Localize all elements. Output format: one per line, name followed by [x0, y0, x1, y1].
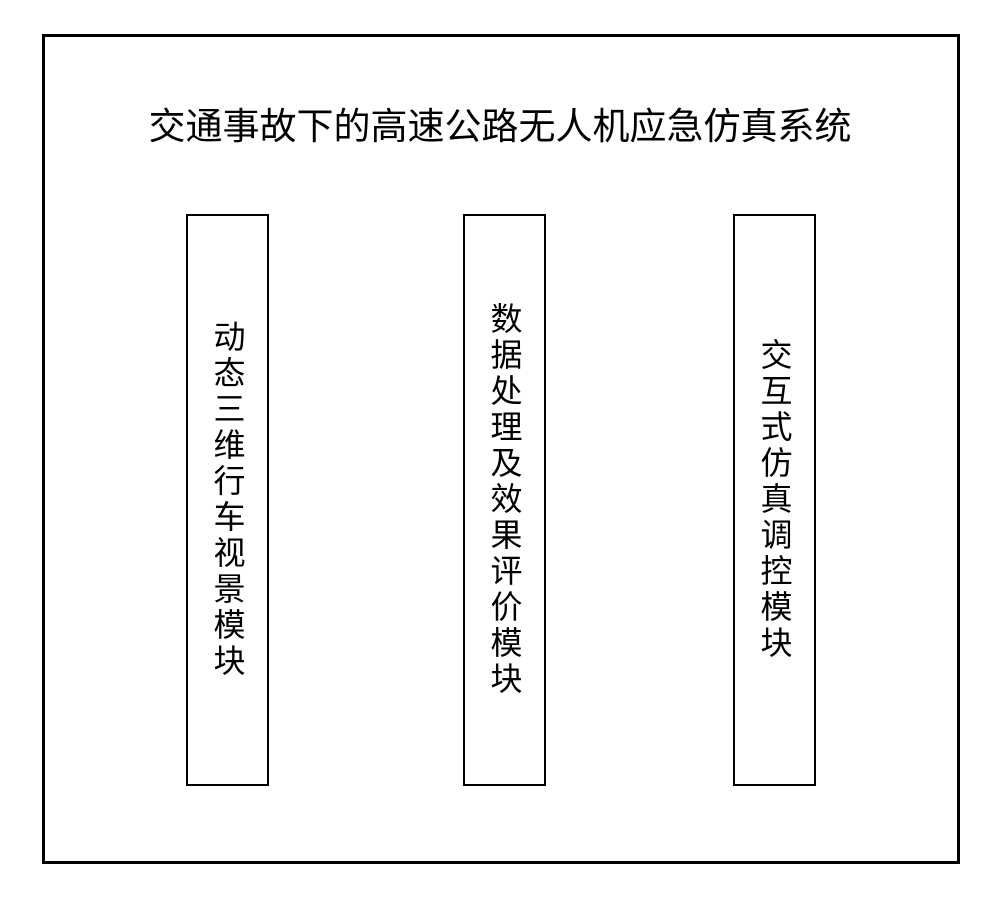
- diagram-title: 交通事故下的高速公路无人机应急仿真系统: [0, 96, 1000, 150]
- module-box-2: 数据处理及效果评价模块: [463, 214, 546, 786]
- module-label-2: 数据处理及效果评价模块: [489, 302, 521, 698]
- module-label-3: 交互式仿真调控模块: [759, 338, 791, 662]
- module-label-1: 动态三维行车视景模块: [212, 320, 244, 680]
- module-box-3: 交互式仿真调控模块: [733, 214, 816, 786]
- module-box-1: 动态三维行车视景模块: [186, 214, 269, 786]
